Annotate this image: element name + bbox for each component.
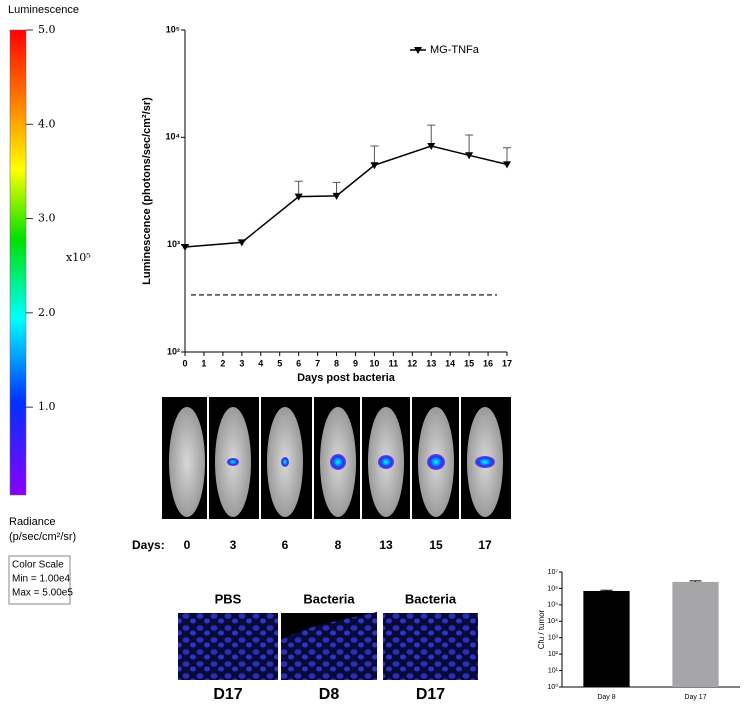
colorbar-tick-label: 1.0 — [38, 400, 56, 413]
signal — [227, 458, 239, 466]
day-label: 8 — [335, 538, 342, 552]
day-label: 15 — [429, 538, 443, 552]
x-tick-label: 2 — [220, 358, 225, 368]
y-tick-label: 10⁵ — [166, 24, 180, 34]
x-tick-label: 16 — [483, 358, 493, 368]
error-bar — [465, 134, 474, 156]
y-tick-label: 10⁷ — [548, 569, 559, 576]
stain-label: Bacteria — [405, 591, 457, 606]
timepoint-label: D17 — [416, 686, 445, 703]
timepoint-label: D8 — [319, 686, 340, 703]
micrograph — [178, 613, 278, 680]
stain-label: PBS — [215, 591, 242, 606]
marker — [294, 193, 303, 201]
legend-label: MG-TNFa — [430, 44, 480, 56]
marker — [332, 192, 341, 200]
x-tick-label: 8 — [334, 358, 339, 368]
signal — [427, 454, 445, 470]
y-axis-label: Cfu / tumor — [537, 609, 546, 649]
error-bar — [370, 145, 379, 166]
signal — [378, 455, 394, 469]
x-tick-label: 4 — [258, 358, 263, 368]
scale-box-text: Color Scale — [12, 560, 64, 571]
error-bar — [427, 124, 436, 147]
x-tick-label: 5 — [277, 358, 282, 368]
marker — [465, 152, 474, 160]
marker — [370, 162, 379, 170]
signal — [475, 456, 495, 468]
colorbar-tick-label: 5.0 — [38, 23, 56, 36]
y-tick-label: 10³ — [548, 635, 559, 642]
bar — [672, 581, 719, 687]
marker — [503, 161, 511, 169]
signal — [330, 454, 346, 470]
day-label: 6 — [282, 538, 289, 552]
x-tick-label: 6 — [296, 358, 301, 368]
timepoint-label: D17 — [213, 686, 242, 703]
x-tick-label: 1 — [201, 358, 206, 368]
y-tick-label: 10⁴ — [166, 132, 180, 142]
y-tick-label: 10⁰ — [547, 683, 558, 691]
x-tick-label: 0 — [182, 358, 187, 368]
marker — [427, 143, 436, 151]
stain-label: Bacteria — [303, 591, 355, 606]
colorbar — [9, 29, 27, 496]
day-label: 13 — [379, 538, 393, 552]
y-tick-label: 10⁴ — [547, 618, 558, 625]
x-tick-label: 17 — [502, 358, 512, 368]
marker — [237, 239, 246, 247]
x-tick-label: 14 — [445, 358, 455, 368]
tissue-edge — [281, 612, 377, 640]
y-tick-label: 10² — [167, 346, 180, 356]
bar — [583, 590, 630, 687]
scale-box — [8, 555, 71, 605]
y-tick-label: 10¹ — [548, 667, 559, 674]
colorbar-tick-label: 4.0 — [38, 117, 56, 130]
scale-box-text: Max = 5.00e5 — [12, 588, 73, 599]
mouse — [169, 407, 205, 517]
x-tick-label: Day 17 — [684, 694, 706, 701]
x-tick-label: Day 8 — [597, 694, 615, 701]
colorbar-multiplier: x10⁵ — [66, 251, 91, 264]
series-line — [184, 145, 508, 248]
x-tick-label: 10 — [369, 358, 379, 368]
x-tick-label: 11 — [389, 358, 399, 368]
y-tick-label: 10³ — [167, 239, 180, 249]
colorbar-tick-label: 3.0 — [38, 212, 56, 225]
x-tick-label: 12 — [407, 358, 417, 368]
y-axis-label: Luminescence (photons/sec/cm²/sr) — [141, 97, 153, 285]
day-label: 0 — [184, 538, 191, 552]
day-label: 3 — [230, 538, 237, 552]
x-tick-label: 7 — [315, 358, 320, 368]
error-bar — [600, 589, 613, 591]
x-tick-label: 3 — [239, 358, 244, 368]
colorbar-tick-label: 2.0 — [38, 306, 56, 319]
colorbar-unit: (p/sec/cm²/sr) — [9, 531, 76, 543]
scale-box-text: Min = 1.00e4 — [12, 574, 71, 585]
colorbar-unit-title: Radiance — [9, 516, 55, 528]
signal — [281, 457, 289, 467]
x-tick-label: 15 — [464, 358, 474, 368]
y-tick-label: 10⁵ — [547, 602, 558, 609]
days-label: Days: — [132, 538, 165, 552]
day-label: 17 — [478, 538, 492, 552]
x-tick-label: 13 — [426, 358, 436, 368]
micrograph — [383, 613, 478, 680]
x-axis-label: Days post bacteria — [297, 372, 396, 384]
x-tick-label: 9 — [353, 358, 358, 368]
imaging-panel — [162, 397, 511, 519]
y-tick-label: 10² — [548, 651, 559, 658]
error-bar — [689, 580, 702, 582]
colorbar-title: Luminescence — [8, 4, 79, 16]
marker — [181, 244, 189, 252]
y-tick-label: 10⁶ — [547, 585, 558, 592]
